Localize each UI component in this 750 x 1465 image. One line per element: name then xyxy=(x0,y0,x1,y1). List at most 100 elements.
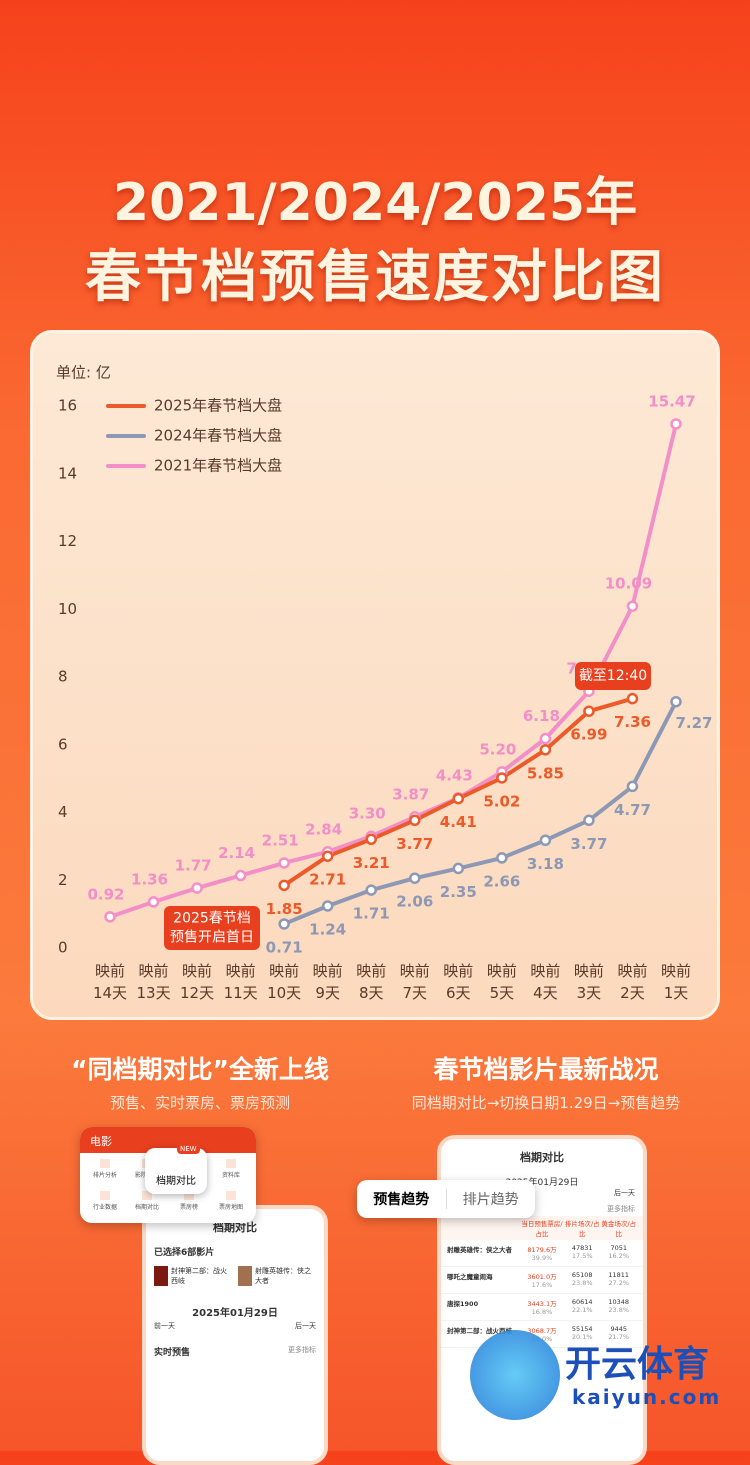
legend-label: 2025年春节档大盘 xyxy=(154,397,282,415)
data-label: 2.35 xyxy=(440,883,477,901)
table-row: 射雕英雄传：侠之大者 8179.6万 39.9% 47831 17.5% 7051 16.2… xyxy=(441,1240,643,1267)
y-tick-label: 2 xyxy=(58,871,68,889)
x-tick-label: 映前8天 xyxy=(356,962,387,1002)
data-label: 3.77 xyxy=(570,835,607,853)
tab[interactable]: 排片趋势 xyxy=(445,1189,536,1209)
annotation: 截至12:40 xyxy=(579,668,647,684)
cell-value: 11811 xyxy=(608,1271,630,1279)
cell: 7051 16.2% xyxy=(600,1244,637,1262)
x-tick-label: 映前13天 xyxy=(136,962,171,1002)
data-label: 0.71 xyxy=(266,938,303,956)
popup-highlight[interactable]: 档期对比 NEW xyxy=(145,1144,207,1194)
y-tick-label: 6 xyxy=(58,735,68,753)
annotation-box xyxy=(575,662,651,690)
data-point xyxy=(670,695,682,708)
data-label: 6.99 xyxy=(570,726,607,744)
cell-value: 3601.0万 xyxy=(527,1273,557,1281)
app-icon[interactable]: 档期对比 xyxy=(126,1191,168,1211)
app-icon[interactable]: 排片分析 xyxy=(84,1159,126,1179)
data-label: 2.51 xyxy=(262,831,299,849)
data-point xyxy=(583,705,595,717)
x-tick-label: 映前4天 xyxy=(530,962,561,1002)
legend-label: 2024年春节档大盘 xyxy=(154,427,282,445)
data-point xyxy=(191,882,203,894)
cell-share: 17.6% xyxy=(531,1281,553,1289)
data-point xyxy=(626,780,639,793)
trend-tabs: 预售趋势 排片趋势 xyxy=(357,1180,535,1218)
next-button[interactable]: 后一天 xyxy=(295,1322,316,1330)
x-tick-label: 映前14天 xyxy=(92,962,128,1002)
data-label: 2.71 xyxy=(309,871,346,889)
y-tick-label: 0 xyxy=(58,939,68,957)
film-name: 哪吒之魔童闹海 xyxy=(447,1273,493,1281)
cell: 3443.1万 16.8% xyxy=(520,1298,564,1316)
app-icon[interactable]: 票房地图 xyxy=(210,1191,252,1211)
annotation-box xyxy=(164,906,260,950)
data-label: 3.18 xyxy=(527,855,564,873)
cell-value: 3068.7万 xyxy=(527,1327,557,1335)
cell-share: 23.8% xyxy=(608,1306,630,1314)
data-label: 3.30 xyxy=(349,805,386,823)
more[interactable]: 更多指标 xyxy=(607,1205,635,1213)
section-title: 春节档影片最新战况 xyxy=(433,1055,659,1084)
film-name: 封神第二部：战火西岐 xyxy=(447,1327,512,1335)
cell-value: 7051 xyxy=(610,1244,627,1252)
prev-button[interactable]: 前一天 xyxy=(154,1322,175,1330)
data-label: 5.85 xyxy=(527,764,564,782)
phone: 档期对比 已选择6部影片 封神第二部：战火西岐 射雕英雄传：侠之大者 2025年… xyxy=(142,1205,328,1465)
data-label: 5.20 xyxy=(479,740,516,758)
data-point xyxy=(496,772,508,784)
series-line xyxy=(109,423,678,919)
section-subtitle: 同档期对比→切换日期1.29日→预售趋势 xyxy=(411,1094,681,1112)
y-tick-label: 16 xyxy=(58,397,77,415)
data-label: 6.18 xyxy=(523,707,560,725)
x-tick-label: 映前12天 xyxy=(180,962,215,1002)
cell-share: 23.8% xyxy=(571,1279,593,1287)
cell-share: 16.8% xyxy=(531,1308,553,1316)
x-tick-label: 映前11天 xyxy=(223,962,258,1002)
data-label: 1.85 xyxy=(266,900,303,918)
data-point xyxy=(539,744,552,756)
data-point xyxy=(539,834,552,847)
data-point xyxy=(539,732,552,745)
cell: 65108 23.8% xyxy=(564,1271,601,1289)
cell-value: 60614 xyxy=(571,1298,593,1306)
watermark-url: kaiyun.com xyxy=(572,1385,722,1409)
cell-value: 47831 xyxy=(571,1244,593,1252)
data-label: 4.77 xyxy=(614,801,651,819)
x-tick-label: 映前2天 xyxy=(617,962,648,1002)
data-label: 0.92 xyxy=(87,885,124,903)
cell-share: 22.1% xyxy=(571,1306,593,1314)
data-label: 4.43 xyxy=(436,766,473,784)
data-label: 1.24 xyxy=(309,920,346,938)
y-tick-label: 8 xyxy=(58,668,68,686)
more[interactable]: 更多指标 xyxy=(288,1346,316,1354)
next-button[interactable]: 后一天 xyxy=(614,1189,635,1197)
cell-share: 27.2% xyxy=(608,1279,630,1287)
app-icon[interactable]: 票房榜 xyxy=(168,1191,210,1211)
cell: 60614 22.1% xyxy=(564,1298,601,1316)
data-label: 1.77 xyxy=(175,857,212,875)
data-point xyxy=(278,879,290,892)
tab[interactable]: 预售趋势 xyxy=(373,1192,430,1208)
table-row: 哪吒之魔童闹海 3601.0万 17.6% 65108 23.8% 11811 27.2% xyxy=(441,1267,643,1294)
x-tick-label: 映前9天 xyxy=(312,962,343,1002)
x-tick-label: 映前7天 xyxy=(399,962,430,1002)
annotation: 2025春节档 xyxy=(173,911,251,927)
app-icon[interactable]: 行业数据 xyxy=(84,1191,126,1211)
unit-label: 单位: 亿 xyxy=(56,364,111,382)
table-row: 唐探1900 3443.1万 16.8% 60614 22.1% 10348 23.8% xyxy=(441,1294,643,1321)
series-line xyxy=(283,700,678,926)
annotation: 预售开启首日 xyxy=(170,930,254,946)
section: 实时预售 xyxy=(154,1348,191,1358)
cell-value: 55154 xyxy=(571,1325,593,1333)
cell: 10348 23.8% xyxy=(600,1298,637,1316)
cell: 47831 17.5% xyxy=(564,1244,601,1262)
data-point xyxy=(452,862,465,875)
app-icon[interactable]: 资料库 xyxy=(210,1159,252,1179)
screen-title: 档期对比 xyxy=(213,1221,257,1234)
y-tick-label: 12 xyxy=(58,532,77,550)
cell: 9445 21.7% xyxy=(600,1325,637,1343)
film-name: 唐探1900 xyxy=(447,1300,479,1308)
